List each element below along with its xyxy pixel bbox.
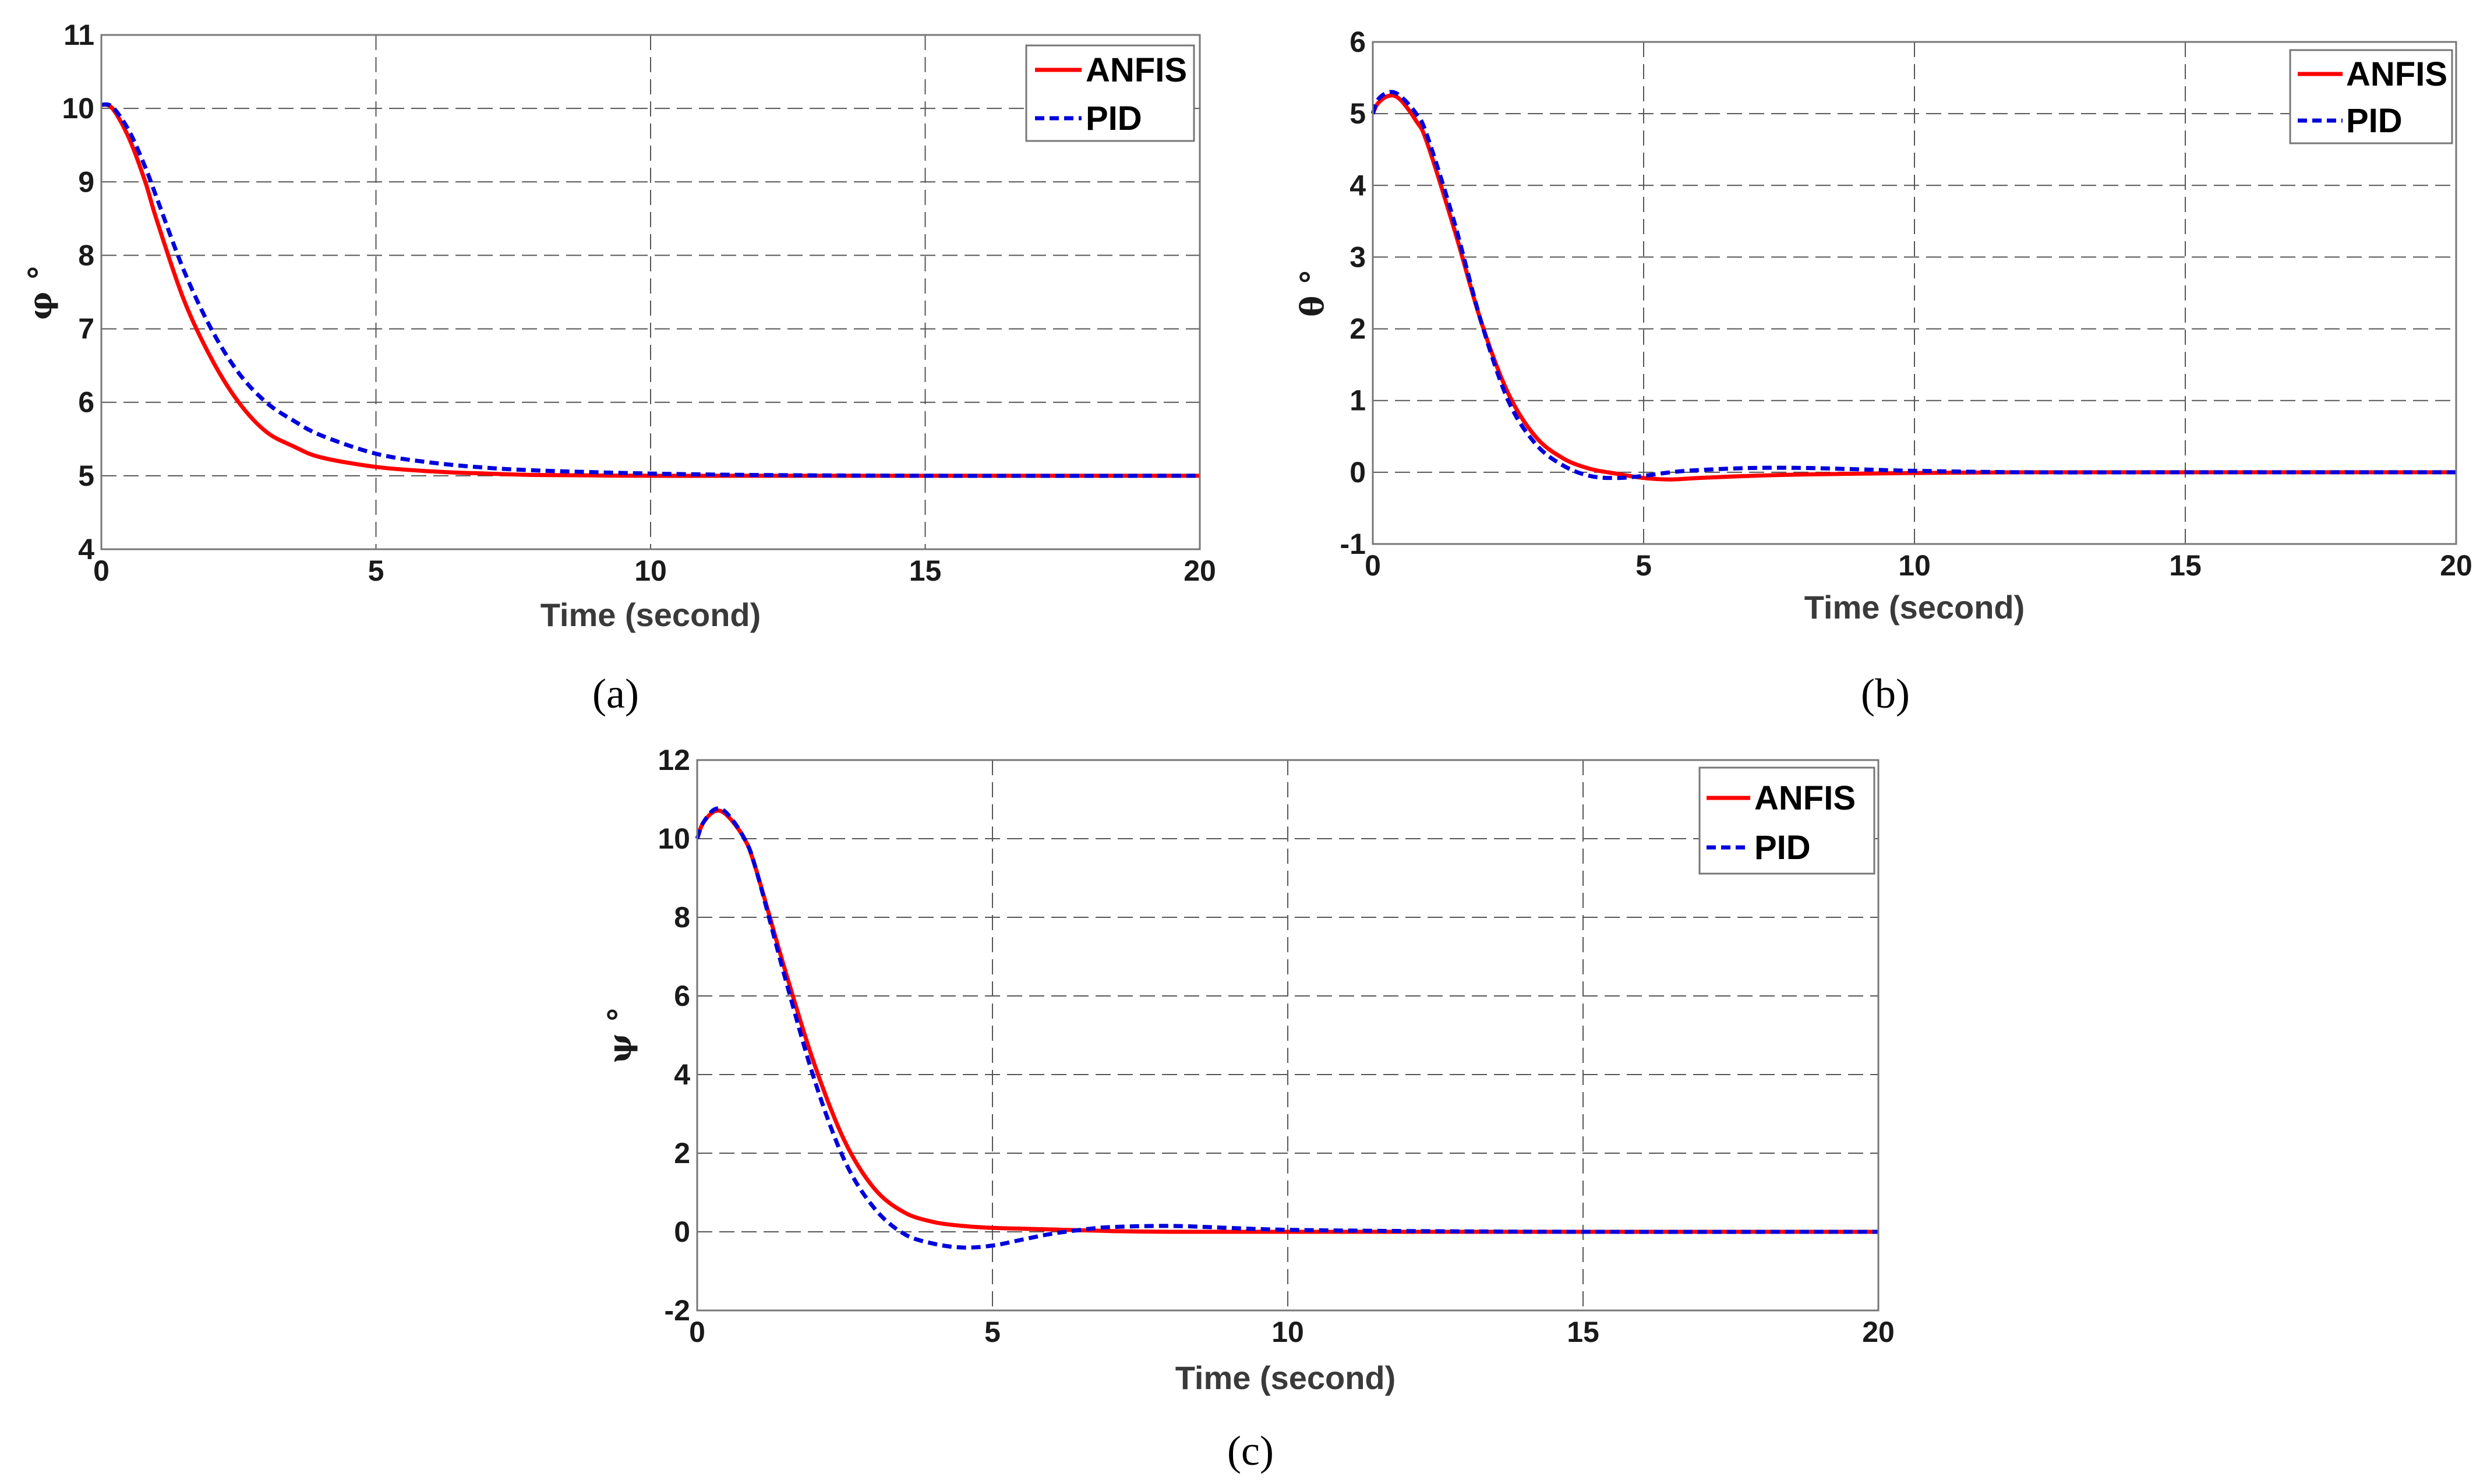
y-tick-label: 3	[1350, 241, 1366, 273]
x-tick-labels: 0 5 10 15 20	[1365, 549, 2472, 582]
x-tick-label: 10	[1271, 1316, 1304, 1348]
x-tick-label: 20	[2440, 549, 2472, 582]
legend: ANFIS PID	[2289, 49, 2453, 144]
y-tick-label: 0	[674, 1216, 690, 1248]
y-tick-label: -1	[1340, 528, 1366, 560]
series-pid-line	[101, 102, 1200, 478]
y-tick-label: 12	[658, 744, 690, 776]
y-tick-label: 5	[1350, 97, 1366, 130]
series-pid-line	[1370, 90, 2456, 480]
y-tick-label: 9	[78, 165, 94, 198]
legend-box	[2289, 49, 2453, 144]
y-tick-label: 5	[78, 460, 94, 492]
x-tick-label: 10	[1898, 549, 1931, 582]
y-tick-label: 4	[1350, 169, 1366, 202]
x-tick-label: 20	[1862, 1316, 1895, 1348]
panel-caption: (b)	[1861, 670, 1910, 717]
panel-caption: (a)	[592, 670, 639, 717]
y-tick-label: 4	[78, 533, 94, 566]
panel-a: 4 5 6 7 8 9 10 11 0 5 10 15 20 Time (second) φ ° AN…	[22, 19, 1216, 717]
x-tick-label: 0	[93, 554, 109, 587]
y-tick-label: 6	[674, 980, 690, 1012]
legend-pid-label: PID	[1086, 100, 1142, 137]
y-tick-label: 6	[1350, 26, 1366, 58]
legend-anfis-label: ANFIS	[1086, 51, 1187, 89]
legend: ANFIS PID	[1698, 766, 1875, 875]
series-lines	[1370, 90, 2456, 482]
legend-anfis-label: ANFIS	[1754, 779, 1856, 817]
plot-frame	[1372, 41, 2457, 545]
x-tick-label: 20	[1184, 554, 1216, 587]
x-tick-labels: 0 5 10 15 20	[93, 554, 1216, 587]
y-tick-labels: -2 0 2 4 6 8 10 12	[658, 744, 690, 1327]
y-tick-label: -2	[665, 1294, 690, 1327]
legend-anfis-label: ANFIS	[2346, 55, 2447, 93]
y-tick-label: 11	[63, 19, 94, 51]
x-tick-label: 0	[1365, 549, 1381, 582]
y-tick-label: 4	[674, 1058, 690, 1091]
y-axis-label: φ °	[22, 265, 59, 320]
y-tick-label: 0	[1350, 456, 1366, 489]
legend: ANFIS PID	[1025, 44, 1195, 142]
legend-box	[1698, 766, 1875, 875]
y-axis-label: θ °	[1294, 269, 1331, 317]
series-pid-line	[695, 806, 1879, 1250]
x-tick-label: 5	[984, 1316, 1001, 1348]
x-tick-label: 15	[1567, 1316, 1599, 1348]
y-tick-label: 8	[674, 901, 690, 934]
y-tick-label: 7	[78, 313, 94, 345]
y-tick-label: 2	[674, 1137, 690, 1169]
y-tick-label: 10	[62, 92, 94, 125]
x-tick-labels: 0 5 10 15 20	[689, 1316, 1895, 1348]
series-anfis-line	[1370, 93, 2456, 482]
y-tick-labels: 4 5 6 7 8 9 10 11	[62, 19, 94, 566]
legend-pid-label: PID	[2346, 102, 2403, 140]
x-tick-label: 10	[634, 554, 667, 587]
x-tick-label: 15	[2169, 549, 2202, 582]
y-tick-label: 6	[78, 386, 94, 419]
series-lines	[100, 102, 1200, 478]
x-axis-label: Time (second)	[1175, 1359, 1396, 1396]
x-tick-label: 0	[689, 1316, 705, 1348]
x-tick-label: 5	[1635, 549, 1652, 582]
x-tick-label: 15	[909, 554, 942, 587]
plot-frame	[100, 34, 1201, 550]
y-tick-label: 10	[658, 822, 690, 855]
panel-caption: (c)	[1227, 1428, 1274, 1474]
y-tick-label: 2	[1350, 313, 1366, 345]
y-tick-label: 8	[78, 239, 94, 271]
x-axis-label: Time (second)	[541, 596, 761, 633]
x-tick-label: 5	[368, 554, 384, 587]
plot-frame	[696, 759, 1880, 1312]
series-lines	[695, 806, 1879, 1250]
x-axis-label: Time (second)	[1804, 589, 2025, 626]
legend-box	[1025, 44, 1195, 142]
y-axis-label: ψ °	[601, 1007, 638, 1063]
y-tick-labels: -1 0 1 2 3 4 5 6	[1340, 26, 1366, 560]
legend-pid-label: PID	[1754, 829, 1811, 867]
y-tick-label: 1	[1350, 384, 1366, 417]
